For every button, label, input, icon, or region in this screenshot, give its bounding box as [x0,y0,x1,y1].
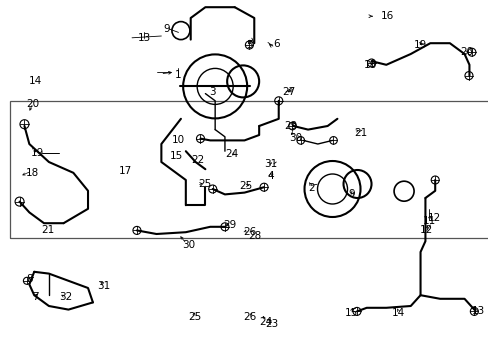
Text: 6: 6 [272,39,279,49]
Text: 15: 15 [169,151,183,161]
Text: 26: 26 [242,227,256,237]
Text: 21: 21 [41,225,55,235]
Text: 18: 18 [25,168,39,178]
Text: 31: 31 [97,281,111,291]
Text: 14: 14 [391,308,405,318]
Text: 5: 5 [245,40,252,50]
Text: 29: 29 [223,220,236,230]
Text: 3: 3 [209,87,216,97]
Text: 25: 25 [197,179,211,189]
Text: 27: 27 [281,87,295,97]
Text: 8: 8 [26,274,33,284]
Text: 11: 11 [422,216,435,226]
Text: 25: 25 [187,312,201,322]
Text: 13: 13 [137,33,151,43]
Text: 7: 7 [32,292,39,302]
Text: 21: 21 [353,128,367,138]
Text: 31: 31 [263,159,277,169]
Text: 13: 13 [470,306,484,316]
Text: 28: 28 [248,231,262,241]
Text: 30: 30 [182,240,194,250]
Text: 18: 18 [363,60,377,70]
Text: 30: 30 [289,132,302,143]
Text: 10: 10 [172,135,184,145]
Text: 25: 25 [238,181,252,192]
Text: 32: 32 [59,292,72,302]
Bar [10,101,488,238]
Text: 20: 20 [27,99,40,109]
Text: 9: 9 [348,189,355,199]
Text: 2: 2 [308,183,315,193]
Text: 24: 24 [258,317,272,327]
Text: 4: 4 [266,171,273,181]
Text: 15: 15 [344,308,357,318]
Text: 23: 23 [264,319,278,329]
Text: 19: 19 [31,148,44,158]
Text: 9: 9 [163,24,169,34]
Text: 16: 16 [380,11,394,21]
Text: 22: 22 [191,155,204,165]
Text: 1: 1 [175,70,182,80]
Text: 29: 29 [284,121,297,131]
Text: 24: 24 [224,149,238,159]
Text: 14: 14 [28,76,42,86]
Text: 19: 19 [413,40,427,50]
Text: 20: 20 [460,47,472,57]
Text: 12: 12 [419,225,433,235]
Text: 17: 17 [118,166,132,176]
Text: 26: 26 [243,312,257,322]
Text: 12: 12 [427,213,441,223]
